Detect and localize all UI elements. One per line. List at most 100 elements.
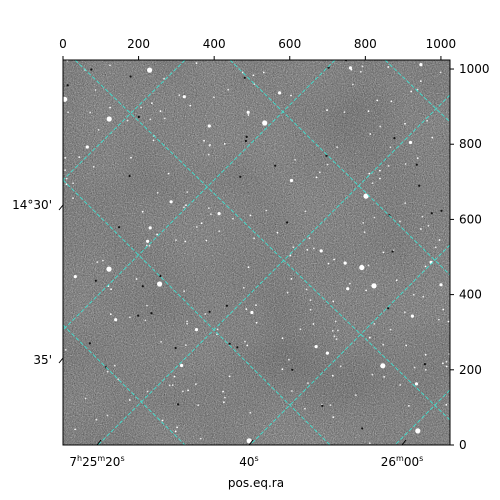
star [424,265,427,268]
grid-line-2 [74,60,450,421]
star [185,204,187,207]
grid-line-6 [63,60,186,181]
star [379,125,382,128]
star [290,278,293,280]
right-pixel-axis: 0 200 400 600 800 1000 [450,62,490,452]
star [361,65,364,68]
ra-tick-2 [248,439,254,446]
star [253,237,256,240]
star [102,259,104,262]
star [404,163,407,165]
star [373,323,376,325]
star [146,239,150,243]
star [106,116,112,122]
right-tick-label-2: 400 [459,288,482,302]
star [442,308,445,311]
star [106,414,109,417]
star [141,210,144,213]
star [439,71,442,74]
star [419,80,422,82]
star [326,163,329,166]
ra-axis: 7h25m20s 40s 26m00s pos.eq.ra [69,439,424,490]
star [382,251,385,254]
right-tick-label-0: 0 [459,438,467,452]
star [309,299,312,301]
star [399,220,401,223]
star [265,209,268,212]
star [156,233,159,236]
star [152,139,155,142]
dark-speck [391,250,394,253]
star [404,311,406,314]
star [255,321,258,324]
star [327,262,330,265]
top-tick-label-2: 400 [203,37,226,51]
image-frame [62,59,451,446]
star [64,349,67,351]
star [65,183,68,186]
star [109,64,111,67]
star [371,182,374,185]
star [84,397,87,400]
star [289,178,294,183]
star [72,182,74,185]
star [129,316,131,319]
star [207,153,210,156]
star [200,222,203,225]
star [63,96,68,102]
star [249,214,252,217]
star [414,382,419,386]
star [218,230,221,233]
star [194,383,197,386]
star [203,139,205,142]
star [383,376,385,378]
dark-speck [423,363,426,366]
star [442,362,444,365]
star [85,145,89,149]
star [426,119,428,122]
star [262,71,265,74]
star [413,366,416,369]
dec-tick-label-2: 35' [33,353,52,367]
star [183,206,185,209]
top-tick-label-3: 600 [278,37,301,51]
dark-speck [137,314,140,317]
star [331,329,334,332]
star [247,114,250,116]
dark-speck [94,279,97,282]
star [244,340,246,343]
star [343,111,346,113]
star [304,407,306,410]
star [408,405,410,407]
dark-speck [177,403,180,406]
star [89,111,92,114]
dark-speck [418,184,421,187]
star [186,191,189,193]
star [389,328,392,331]
star [304,210,307,213]
star [169,200,173,204]
right-tick-label-4: 800 [459,137,482,151]
star [395,279,398,282]
star [334,320,337,323]
dark-speck [236,346,239,349]
star [64,157,67,159]
star [294,159,296,161]
star [376,99,379,102]
star [281,368,284,371]
star [213,96,215,99]
star [352,83,354,86]
star [182,390,184,393]
star [205,239,208,242]
star-field [63,60,450,445]
star [160,341,163,343]
star [337,329,339,332]
star [106,370,109,373]
star [359,264,365,271]
star [146,304,148,307]
star [189,104,192,107]
ra-tick-label-3: 26m00s [381,454,424,469]
right-tick-label-1: 200 [459,363,482,377]
star [346,287,350,291]
star [183,290,186,293]
